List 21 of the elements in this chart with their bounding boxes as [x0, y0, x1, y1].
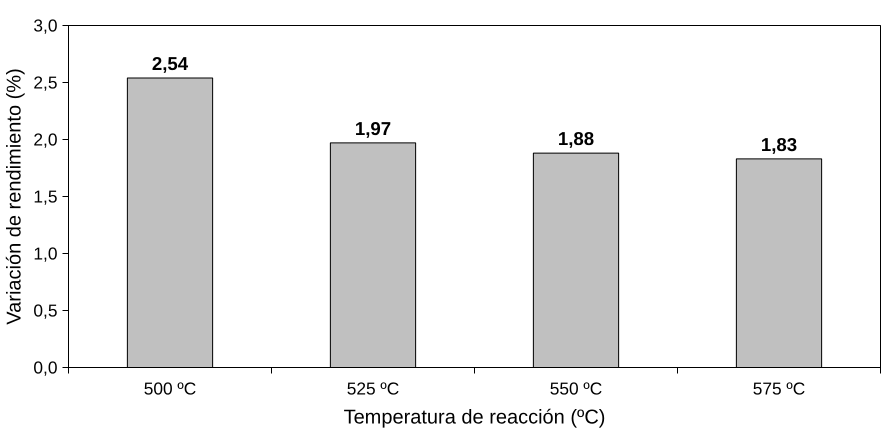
x-tick-label: 550 ºC [550, 378, 602, 398]
y-tick-label: 3,0 [33, 16, 58, 36]
x-tick-label: 575 ºC [752, 378, 806, 398]
y-tick-label: 2,5 [33, 72, 58, 92]
y-tick-label: 1,0 [33, 244, 58, 264]
x-tick-label: 500 ºC [144, 378, 196, 398]
y-tick-label: 0,0 [33, 358, 58, 378]
data-label: 1,83 [760, 134, 798, 155]
y-tick-label: 2,0 [33, 130, 58, 150]
x-tick-label: 525 ºC [346, 378, 400, 398]
data-label: 1,97 [354, 118, 392, 139]
x-axis-title: Temperatura de reacción (ºC) [344, 406, 606, 428]
bar [532, 152, 620, 368]
y-tick-label: 1,5 [33, 186, 58, 206]
y-tick-label: 0,5 [33, 300, 58, 320]
bar [736, 158, 822, 368]
data-label: 1,88 [558, 128, 594, 150]
bar [126, 77, 214, 368]
bar [330, 142, 416, 368]
data-label: 2,54 [152, 52, 189, 74]
y-axis-title: Variación de rendimiento (%) [3, 68, 26, 325]
